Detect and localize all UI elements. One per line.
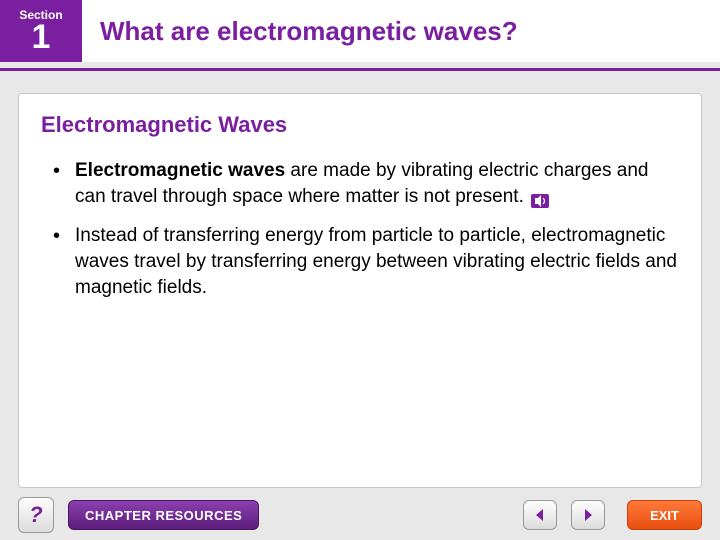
slide-header: Section 1 What are electromagnetic waves… [0, 0, 720, 62]
prev-button[interactable] [523, 500, 557, 530]
help-icon: ? [29, 502, 42, 528]
help-button[interactable]: ? [18, 497, 54, 533]
chevron-left-icon [534, 508, 546, 522]
next-button[interactable] [571, 500, 605, 530]
chapter-resources-button[interactable]: CHAPTER RESOURCES [68, 500, 259, 530]
page-title: What are electromagnetic waves? [100, 16, 518, 47]
chevron-right-icon [582, 508, 594, 522]
exit-button[interactable]: EXIT [627, 500, 702, 530]
exit-label: EXIT [650, 508, 679, 523]
content-subheading: Electromagnetic Waves [41, 112, 679, 138]
title-area: What are electromagnetic waves? [82, 0, 720, 62]
list-item: Instead of transferring energy from part… [53, 223, 679, 300]
footer-toolbar: ? CHAPTER RESOURCES EXIT [0, 490, 720, 540]
content-panel: Electromagnetic Waves Electromagnetic wa… [18, 93, 702, 488]
bullet-bold-term: Electromagnetic waves [75, 160, 285, 181]
section-badge: Section 1 [0, 0, 82, 62]
section-number: 1 [32, 20, 51, 54]
chapter-resources-label: CHAPTER RESOURCES [85, 508, 242, 523]
header-divider [0, 68, 720, 71]
bullet-list: Electromagnetic waves are made by vibrat… [41, 158, 679, 300]
bullet-text: Instead of transferring energy from part… [75, 225, 677, 297]
list-item: Electromagnetic waves are made by vibrat… [53, 158, 679, 209]
audio-icon[interactable] [531, 190, 549, 204]
